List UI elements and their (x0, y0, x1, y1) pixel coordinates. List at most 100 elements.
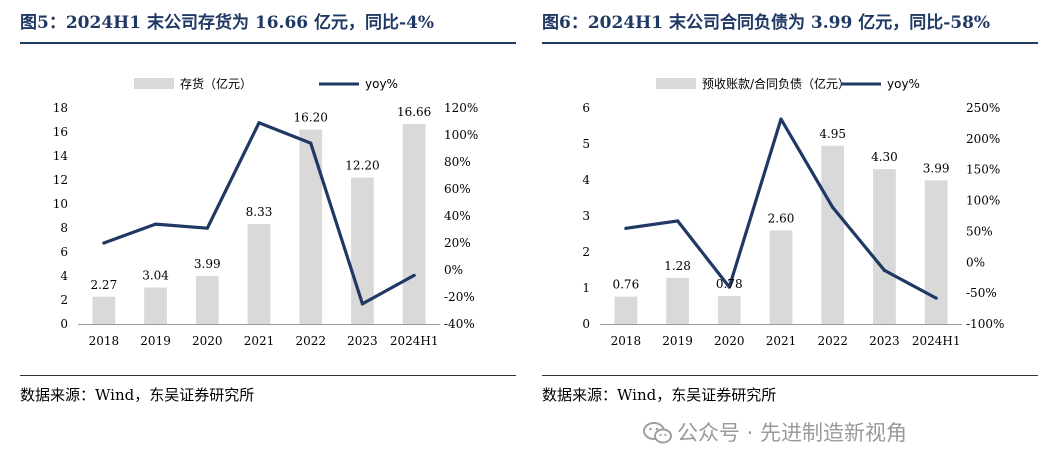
x-tick-label: 2020 (714, 334, 745, 348)
y-right-tick-label: 20% (444, 236, 471, 250)
y-left-tick-label: 6 (60, 245, 68, 259)
y-right-tick-label: 250% (966, 101, 1000, 115)
yoy-point (727, 285, 731, 289)
watermark: 公众号 · 先进制造新视角 (643, 418, 1033, 448)
y-left-tick-label: 3 (582, 209, 590, 223)
wechat-icon (643, 422, 672, 444)
inventory-chart: 存货（亿元） yoy% 0 2 4 6 8 10 12 14 16 18 -40% -20% 0% 20% 40… (53, 76, 479, 348)
legend-bar-swatch (134, 78, 174, 89)
bar-data-label: 16.66 (397, 105, 431, 119)
yoy-point (779, 117, 783, 121)
legend-bar-label: 预收账款/合同负债（亿元） (702, 76, 850, 91)
yoy-point (360, 302, 365, 306)
legend-line-label: yoy% (365, 77, 398, 91)
bar (144, 287, 167, 324)
yoy-point (412, 273, 416, 277)
chart-title: 图6：2024H1 末公司合同负债为 3.99 亿元，同比-58% (542, 13, 991, 33)
y-right-tick-label: 60% (444, 182, 471, 196)
bar-data-label: 1.28 (664, 259, 691, 273)
x-tick-label: 2022 (817, 334, 848, 348)
yoy-point (153, 222, 158, 226)
y-right-tick-label: 0% (966, 255, 985, 269)
source-divider (542, 375, 1038, 376)
source-note: 数据来源：Wind，东吴证券研究所 (542, 386, 777, 404)
x-tick-label: 2020 (192, 334, 223, 348)
y-left-tick-label: 12 (53, 173, 68, 187)
y-right-tick-label: 120% (444, 101, 478, 115)
x-tick-label: 2021 (766, 334, 797, 348)
title-divider (542, 42, 1038, 44)
yoy-point (882, 268, 887, 272)
y-right-tick-label: 40% (444, 209, 471, 223)
yoy-point (205, 226, 209, 230)
x-tick-label: 2024H1 (912, 334, 961, 348)
yoy-point (624, 226, 628, 230)
bar (195, 276, 219, 324)
legend-bar-swatch (656, 78, 696, 89)
y-right-tick-label: 150% (966, 163, 1000, 177)
x-tick-label: 2024H1 (390, 334, 439, 348)
yoy-point (102, 241, 106, 245)
y-right-tick-label: 100% (444, 128, 478, 142)
yoy-point (309, 141, 313, 145)
legend-bar-label: 存货（亿元） (180, 76, 252, 91)
bar-data-label: 12.20 (345, 159, 379, 173)
x-tick-label: 2023 (869, 334, 900, 348)
y-right-tick-label: 100% (966, 194, 1000, 208)
x-tick-label: 2022 (295, 334, 326, 348)
yoy-point (675, 219, 680, 223)
y-left-tick-label: 6 (582, 101, 590, 115)
y-left-tick-label: 1 (582, 281, 590, 295)
y-left-tick-label: 10 (53, 197, 68, 211)
bar (769, 230, 793, 324)
bar (92, 296, 116, 324)
x-tick-label: 2018 (611, 334, 642, 348)
legend-line-label: yoy% (887, 77, 920, 91)
yoy-point (831, 205, 835, 209)
bar-data-label: 0.78 (716, 277, 743, 291)
bar (299, 129, 323, 324)
title-divider (20, 42, 516, 44)
x-tick-label: 2018 (89, 334, 120, 348)
source-divider (20, 375, 516, 376)
x-tick-label: 2019 (662, 334, 693, 348)
x-tick-label: 2023 (347, 334, 378, 348)
bar (924, 180, 948, 324)
bar-data-label: 2.27 (90, 278, 117, 292)
bar-data-label: 0.76 (612, 278, 639, 292)
y-left-tick-label: 4 (582, 173, 590, 187)
y-left-tick-label: 16 (53, 125, 68, 139)
y-left-tick-label: 8 (60, 221, 68, 235)
bar (614, 296, 638, 324)
watermark-text: 公众号 · 先进制造新视角 (677, 421, 908, 445)
bar (821, 145, 845, 324)
y-left-tick-label: 0 (582, 317, 590, 331)
y-left-tick-label: 14 (53, 149, 69, 163)
bar (717, 295, 741, 324)
y-right-tick-label: 0% (444, 263, 463, 277)
bar (666, 277, 689, 324)
x-tick-label: 2019 (140, 334, 171, 348)
chart-panel-contract-liabilities: 图6：2024H1 末公司合同负债为 3.99 亿元，同比-58% 预收账款/合… (542, 0, 1038, 420)
y-left-tick-label: 2 (60, 293, 68, 307)
y-left-tick-label: 0 (60, 317, 68, 331)
yoy-point (934, 296, 938, 300)
source-note: 数据来源：Wind，东吴证券研究所 (20, 386, 255, 404)
bar-data-label: 3.04 (142, 269, 169, 283)
yoy-point (257, 121, 261, 125)
y-left-tick-label: 18 (53, 101, 68, 115)
y-right-tick-label: -50% (966, 286, 997, 300)
y-left-tick-label: 2 (582, 245, 590, 259)
bar (402, 124, 426, 324)
y-left-tick-label: 4 (60, 269, 68, 283)
x-tick-label: 2021 (244, 334, 275, 348)
y-right-tick-label: -20% (444, 290, 475, 304)
chart-title: 图5：2024H1 末公司存货为 16.66 亿元，同比-4% (20, 13, 435, 33)
bar-data-label: 3.99 (923, 161, 950, 175)
bar (873, 169, 896, 324)
y-right-tick-label: 50% (966, 224, 993, 238)
bar-data-label: 2.60 (768, 211, 795, 225)
bar-data-label: 4.30 (871, 150, 898, 164)
y-right-tick-label: 200% (966, 132, 1000, 146)
contract-liabilities-chart: 预收账款/合同负债（亿元） yoy% 0 1 2 3 4 5 6 -100% -50% 0% 50% 10… (582, 76, 1004, 348)
